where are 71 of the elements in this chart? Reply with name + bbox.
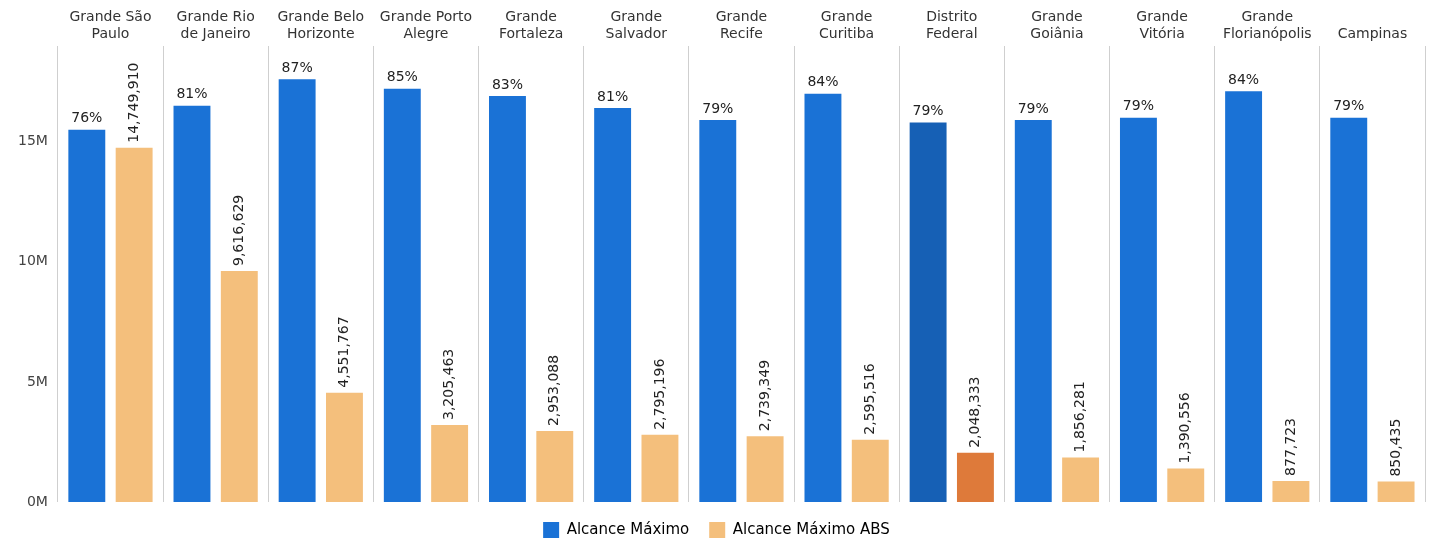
x-tick-label: Grande Florianópolis <box>1222 8 1312 41</box>
legend-label: Alcance Máximo ABS <box>732 519 890 538</box>
y-tick-label: 15M <box>17 132 48 149</box>
bar <box>383 88 421 502</box>
annotation: 83% <box>491 75 524 92</box>
x-tick-label: Grande Belo Horizonte <box>277 8 365 41</box>
bar <box>173 105 211 502</box>
annotation: 79% <box>1333 97 1365 114</box>
bar <box>326 392 363 502</box>
data-label: 3,205,463 <box>440 348 457 420</box>
bar <box>68 129 106 502</box>
y-tick-label: 5M <box>26 372 48 389</box>
bar <box>1272 480 1310 502</box>
y-tick-label: 10M <box>17 252 48 269</box>
bar <box>699 120 737 502</box>
y-tick-label: 0M <box>26 492 48 509</box>
x-tick-label: Grande Goiânia <box>1030 8 1084 41</box>
data-label: 2,739,349 <box>755 359 772 432</box>
bar <box>594 108 632 502</box>
x-tick-label: Grande Porto Alegre <box>379 8 473 41</box>
legend-label: Alcance Máximo <box>566 519 690 538</box>
bar <box>1225 91 1263 502</box>
bar <box>1119 117 1157 502</box>
annotation: 84% <box>1228 70 1260 87</box>
data-label: 14,749,910 <box>124 62 141 143</box>
data-label: 9,616,629 <box>229 194 246 266</box>
annotation: 79% <box>1122 97 1154 114</box>
data-label: 877,723 <box>1281 418 1298 476</box>
data-label: 1,390,556 <box>1176 392 1193 464</box>
bar <box>1167 468 1205 502</box>
annotation: 84% <box>807 73 839 90</box>
annotation: 85% <box>386 68 418 85</box>
x-tick-label: Campinas <box>1337 24 1408 41</box>
data-label: 4,551,767 <box>335 316 352 388</box>
bar <box>641 434 679 502</box>
bar <box>431 425 469 502</box>
data-label: 1,856,281 <box>1071 381 1088 453</box>
bar <box>278 79 316 502</box>
bar <box>909 122 947 502</box>
x-tick-label: Grande Fortaleza <box>498 8 564 41</box>
annotation: 87% <box>281 58 313 75</box>
annotation: 79% <box>912 102 944 119</box>
x-tick-label: Grande São Paulo <box>69 8 152 41</box>
bar <box>536 431 574 502</box>
annotation: 81% <box>176 85 208 102</box>
bar <box>115 147 153 502</box>
data-label: 2,048,333 <box>966 376 983 448</box>
annotation: 81% <box>597 87 629 104</box>
annotation: 79% <box>702 99 734 116</box>
bar <box>956 452 994 502</box>
bar <box>804 93 842 502</box>
bar <box>1014 120 1052 502</box>
data-label: 2,953,088 <box>545 354 562 427</box>
data-label: 850,435 <box>1386 418 1403 477</box>
x-tick-label: Grande Rio de Janeiro <box>176 8 255 41</box>
annotation: 76% <box>71 109 103 126</box>
data-label: 2,795,196 <box>650 358 667 430</box>
x-tick-label: Grande Salvador <box>605 8 668 41</box>
bar <box>851 439 889 502</box>
x-tick-label: Grande Curitiba <box>819 8 875 41</box>
x-tick-label: Grande Recife <box>715 8 768 41</box>
bar <box>1330 117 1368 502</box>
bar <box>746 436 784 502</box>
bar <box>1062 457 1100 502</box>
bar <box>489 96 526 502</box>
annotation: 79% <box>1017 99 1049 116</box>
x-tick-label: Distrito Federal <box>925 8 978 41</box>
bar <box>1377 481 1415 502</box>
bar <box>220 271 258 502</box>
data-label: 2,595,516 <box>860 363 877 435</box>
x-tick-label: Grande Vitória <box>1136 8 1188 41</box>
